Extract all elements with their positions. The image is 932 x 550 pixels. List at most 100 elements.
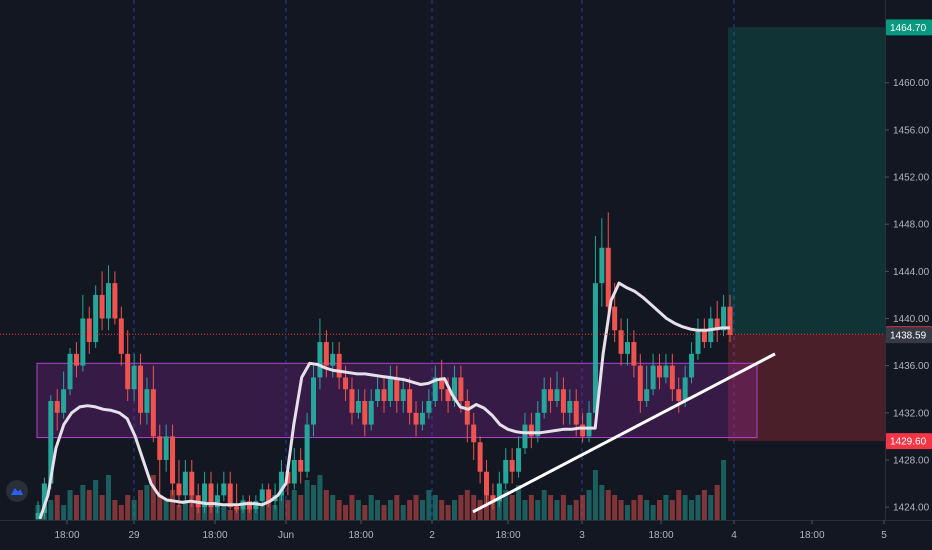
volume-bar (644, 500, 650, 520)
volume-bar (426, 490, 432, 520)
candle (663, 353, 669, 384)
candle (509, 448, 515, 484)
volume-bar (650, 505, 656, 520)
candle (41, 477, 47, 519)
volume-bar (592, 470, 598, 520)
time-tick-label: 18:00 (648, 530, 673, 541)
candle (355, 389, 361, 419)
volume-bar (432, 495, 438, 520)
volume-bar (387, 500, 393, 520)
volume-bar (560, 495, 566, 520)
tradingview-logo-icon[interactable] (6, 480, 28, 502)
candle (118, 306, 124, 366)
candle (419, 401, 425, 431)
candle (387, 365, 393, 407)
volume-bar (516, 485, 522, 520)
candle (541, 377, 547, 419)
volume-bar (682, 495, 688, 520)
price-tag-last-price: 1438.59 (886, 327, 932, 344)
candle (503, 448, 509, 490)
time-tick-label: 2 (429, 530, 435, 541)
candle (586, 401, 592, 443)
volume-bar (48, 500, 54, 520)
candle (560, 377, 566, 425)
volume-bar (535, 500, 541, 520)
long-position-tool[interactable] (728, 27, 886, 442)
volume-bar (567, 505, 573, 520)
volume-bar (176, 505, 182, 520)
volume-bar (125, 495, 131, 520)
volume-bar (182, 500, 188, 520)
volume-bar (86, 490, 92, 520)
volume-bar (323, 490, 329, 520)
ascending-trendline[interactable] (472, 352, 776, 514)
candle (714, 300, 720, 343)
price-tick-label: 1456.00 (893, 125, 930, 136)
candle (657, 353, 663, 390)
time-axis[interactable]: 18:00 29 18:00 Jun 18:00 2 18:00 3 18:00 4 18:00 5 (0, 520, 932, 550)
candle (528, 412, 534, 449)
candle (157, 424, 163, 496)
candle (105, 265, 111, 331)
volume-bar (105, 475, 111, 520)
volume-bar (669, 500, 675, 520)
candle (394, 365, 400, 413)
trendline[interactable] (472, 352, 776, 514)
volume-bar (157, 495, 163, 520)
candle (599, 218, 605, 307)
volume-bar (445, 505, 451, 520)
candle (291, 448, 297, 490)
volume-bar (330, 495, 336, 520)
volume-bar (637, 495, 643, 520)
candle (163, 424, 169, 472)
candle (644, 365, 650, 407)
volume-bar (618, 500, 624, 520)
volume-bar (298, 495, 304, 520)
volume-bar (477, 500, 483, 520)
candle (202, 471, 208, 513)
volume-bar (407, 500, 413, 520)
candle (182, 459, 188, 502)
candle (637, 353, 643, 413)
volume-bar (676, 490, 682, 520)
candle (701, 318, 707, 348)
profit-zone[interactable] (728, 27, 886, 335)
volume-bar (336, 500, 342, 520)
price-tick-label: 1436.00 (893, 361, 930, 372)
candle (689, 342, 695, 384)
vwap-polyline (38, 281, 730, 520)
candle (426, 389, 432, 419)
loss-zone[interactable] (728, 334, 886, 442)
vwap-line (38, 281, 730, 520)
volume-bar (624, 505, 630, 520)
volume-bar (701, 490, 707, 520)
candle (298, 448, 304, 484)
volume-bar (451, 500, 457, 520)
price-axis[interactable]: 1424.00 1428.00 1432.00 1436.00 1440.00 1444.… (885, 0, 932, 550)
volume-bar (138, 490, 144, 520)
time-tick-label: 18:00 (348, 530, 373, 541)
volume-bar (150, 475, 156, 520)
time-tick-label: 3 (579, 530, 585, 541)
candle (208, 471, 214, 513)
volume-bar (605, 490, 611, 520)
volume-bar (355, 500, 361, 520)
candle (214, 483, 220, 513)
candle (432, 365, 438, 407)
candle (227, 471, 233, 510)
volume-bar (285, 500, 291, 520)
volume-bar (400, 505, 406, 520)
volume-bar (509, 495, 515, 520)
candle (138, 353, 144, 425)
candle (471, 412, 477, 460)
candle (554, 371, 560, 407)
candle (304, 412, 310, 478)
candle (592, 235, 598, 419)
volume-bar (259, 505, 265, 520)
volume-bar (528, 495, 534, 520)
volume-bar (272, 505, 278, 520)
candle (112, 271, 118, 325)
candle (73, 342, 79, 378)
candle (624, 318, 630, 366)
